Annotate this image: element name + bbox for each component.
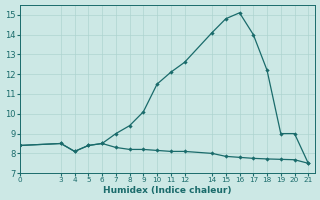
X-axis label: Humidex (Indice chaleur): Humidex (Indice chaleur) — [103, 186, 232, 195]
